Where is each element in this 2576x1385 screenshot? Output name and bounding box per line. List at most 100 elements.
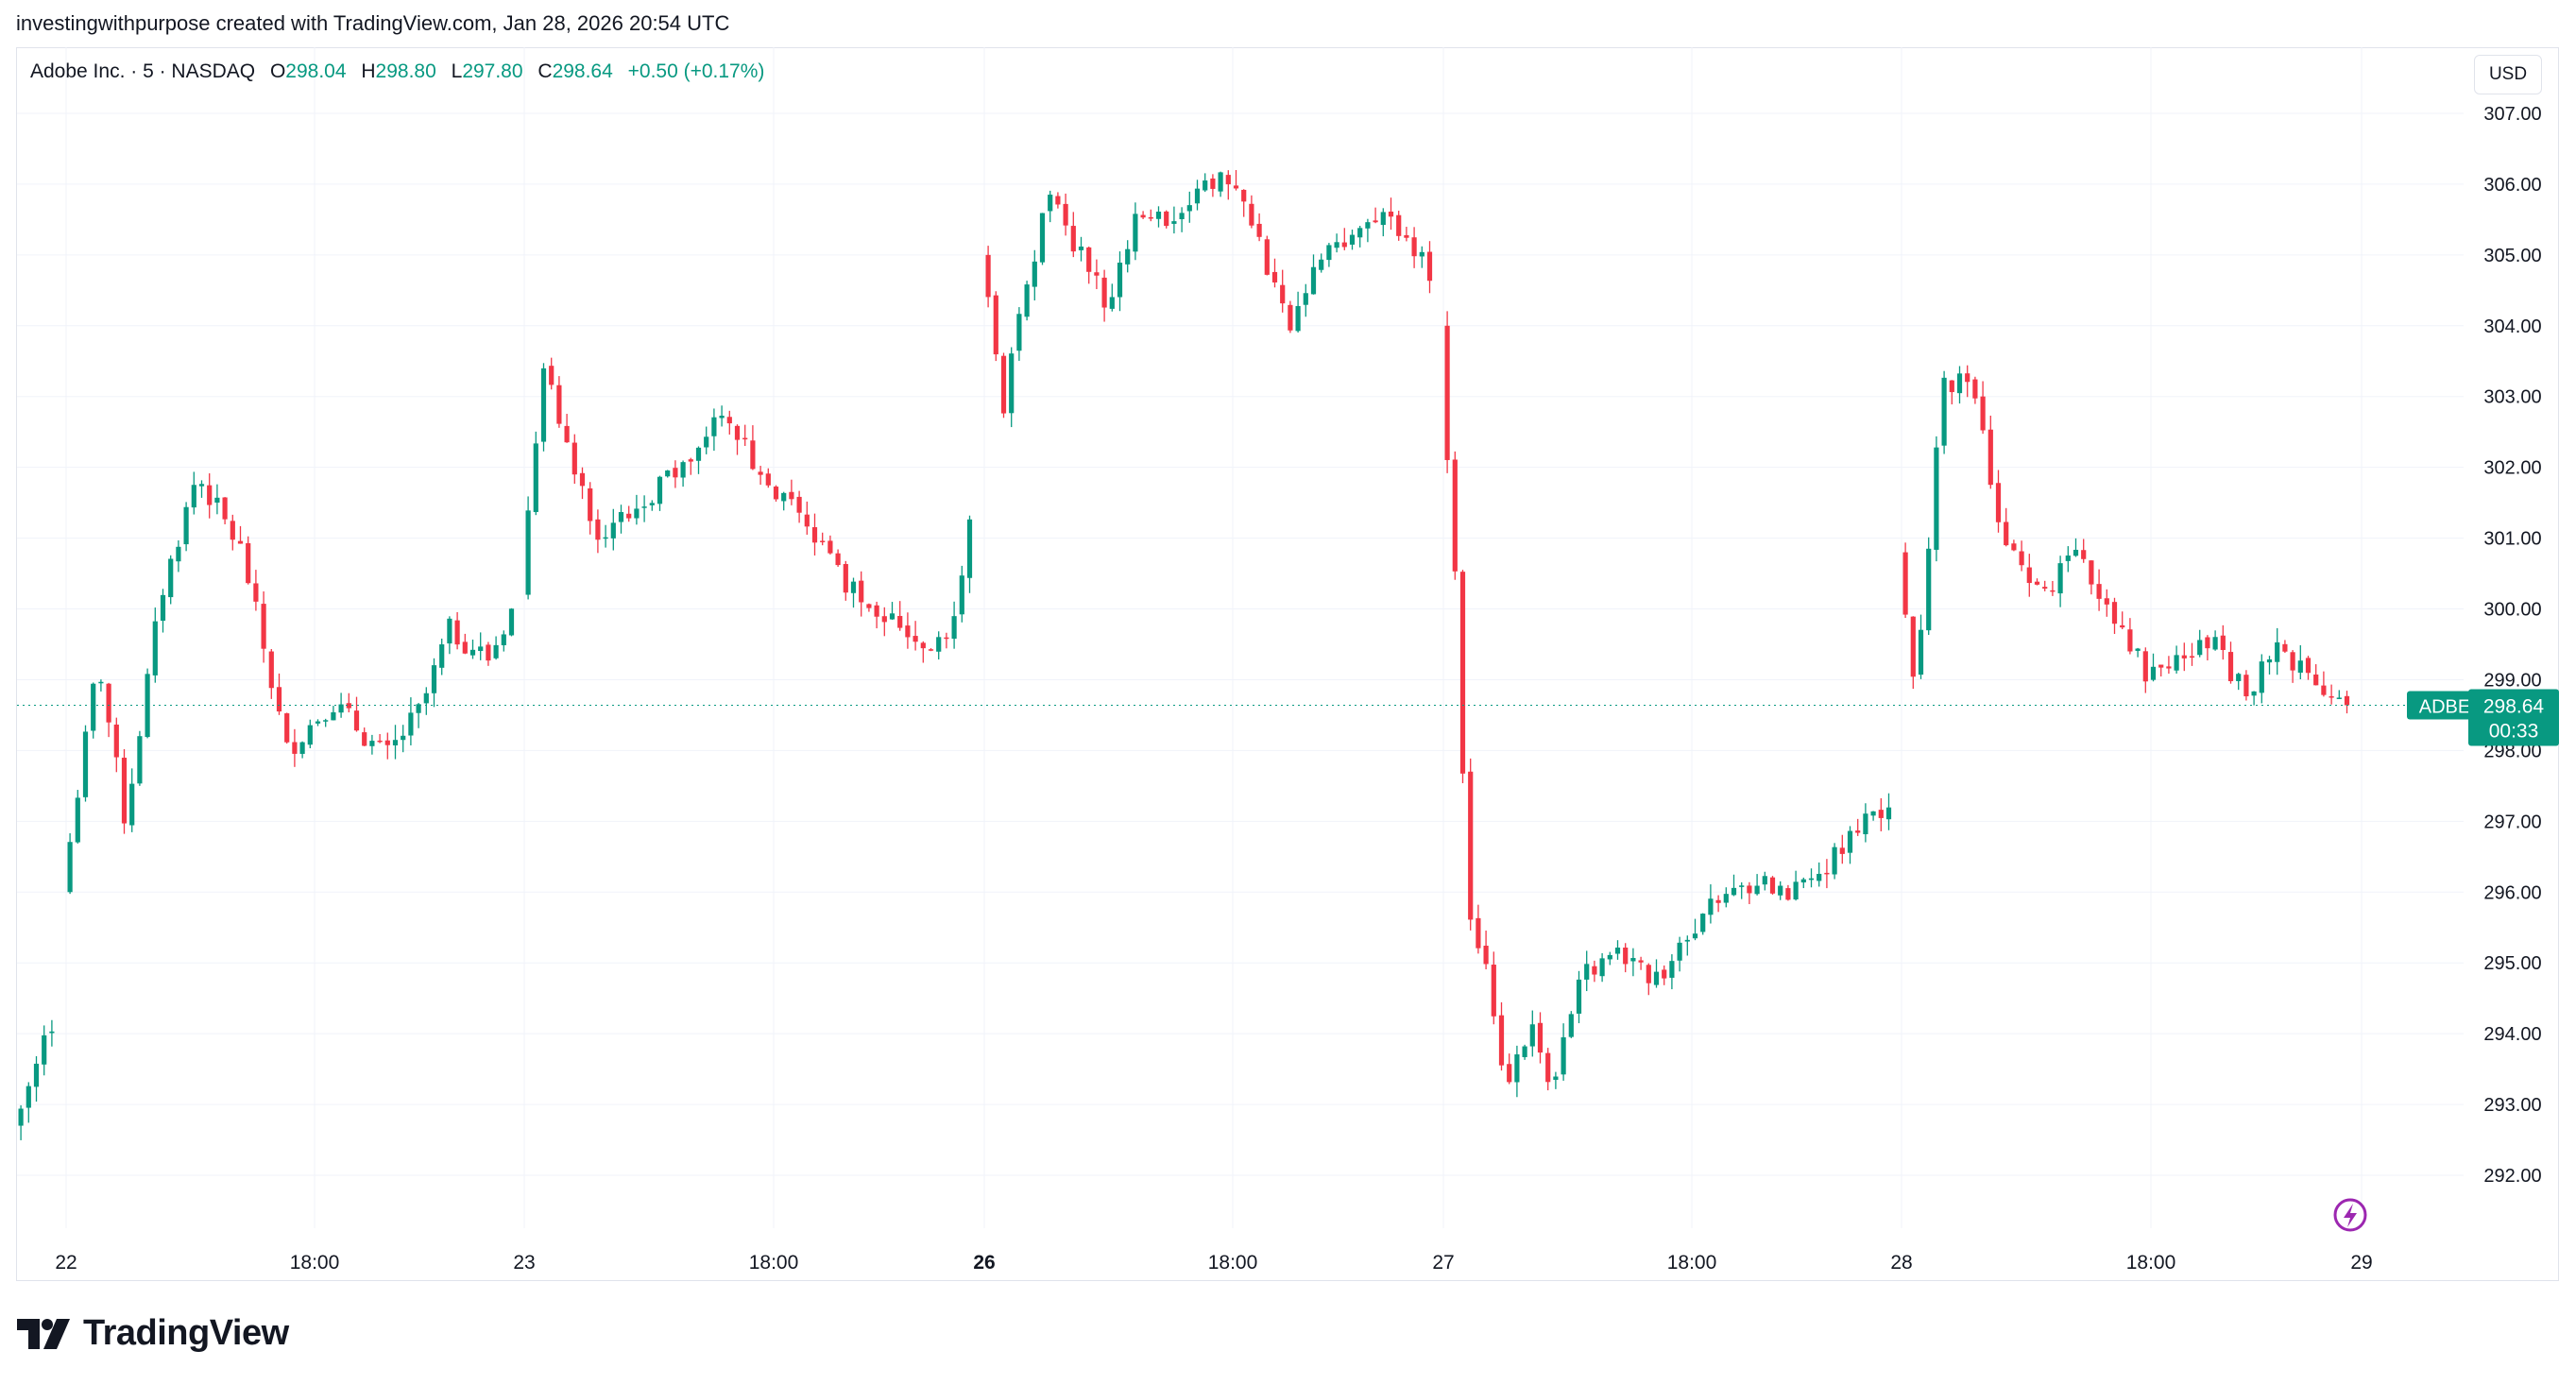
x-tick-label: 23 <box>513 1252 535 1274</box>
candle-body <box>1194 188 1201 204</box>
candle-body <box>835 553 841 566</box>
candle-body <box>369 741 375 746</box>
candle-body <box>610 522 616 539</box>
candle-body <box>1677 942 1682 961</box>
candle-body <box>2089 560 2094 585</box>
candle-body <box>1101 277 1107 308</box>
candle-body <box>1039 213 1046 263</box>
candle-body <box>2158 664 2164 668</box>
tradingview-brand[interactable]: TradingView <box>17 1313 289 1354</box>
candle-body <box>1965 373 1970 383</box>
candle-body <box>2313 674 2319 686</box>
candle-body <box>1839 847 1845 854</box>
candle-body <box>2282 643 2288 652</box>
candle-body <box>113 724 119 758</box>
candle-body <box>2290 652 2295 671</box>
candle-body <box>1070 226 1076 252</box>
candle-body <box>1491 965 1496 1017</box>
candle-body <box>804 514 810 527</box>
currency-button[interactable]: USD <box>2474 55 2542 94</box>
change-value: +0.50 (+0.17%) <box>627 60 765 82</box>
candle-body <box>1754 885 1760 895</box>
candle-body <box>1498 1015 1505 1066</box>
candle-body <box>2259 661 2264 693</box>
y-tick-label: 293.00 <box>2483 1095 2541 1116</box>
candle-body <box>353 710 360 731</box>
candle-body <box>2142 651 2148 682</box>
candle-body <box>811 527 818 543</box>
candle-body <box>588 487 593 522</box>
candle-body <box>1225 175 1231 185</box>
candle-body <box>362 732 367 746</box>
candle-body <box>897 615 903 628</box>
candle-body <box>2120 624 2125 628</box>
candle-body <box>579 472 586 487</box>
candle-body <box>843 564 848 593</box>
y-tick-label: 303.00 <box>2483 387 2541 408</box>
candle-body <box>905 625 911 638</box>
candle-body <box>307 725 313 745</box>
candle-body <box>486 644 491 661</box>
candle-body <box>1662 969 1667 979</box>
candle-body <box>711 417 717 436</box>
low-value: 297.80 <box>462 60 523 82</box>
candle-body <box>2297 660 2303 674</box>
candle-body <box>1793 881 1799 900</box>
candle-body <box>1233 185 1239 189</box>
candle-body <box>2227 652 2234 681</box>
candle-body <box>665 470 671 477</box>
candle-body <box>2127 629 2133 652</box>
candle-body <box>1918 629 1924 675</box>
candle-body <box>2212 637 2218 650</box>
candle-body <box>1692 933 1698 939</box>
candle-body <box>1055 196 1061 205</box>
candle-body <box>384 740 390 745</box>
chart-candles <box>17 170 2407 1140</box>
candle-body <box>2181 655 2187 658</box>
candle-body <box>1109 297 1115 309</box>
ticker-tag-box <box>2407 691 2482 720</box>
candle-body <box>1949 380 1954 393</box>
candle-body <box>1009 353 1015 414</box>
candle-body <box>928 649 934 651</box>
candle-body <box>1155 212 1162 219</box>
x-tick-label: 26 <box>973 1252 995 1274</box>
x-tick-label: 27 <box>1432 1252 1454 1274</box>
lightning-marker-icon[interactable] <box>2333 1198 2367 1232</box>
last-price-tag: ADBE 298.64 00:33 <box>2407 689 2559 746</box>
candle-body <box>1164 211 1169 227</box>
candle-body <box>649 503 655 505</box>
candle-body <box>603 537 608 539</box>
candle-body <box>1295 305 1301 332</box>
candle-body <box>719 415 725 419</box>
chart-pane[interactable] <box>16 47 2559 1281</box>
candle-body <box>1769 877 1776 894</box>
candle-body <box>626 513 632 519</box>
symbol-title[interactable]: Adobe Inc. · 5 · NASDAQ <box>30 60 256 82</box>
candle-body <box>540 368 547 442</box>
candle-body <box>1210 178 1216 189</box>
candle-body <box>2019 551 2024 566</box>
low-label: L <box>451 60 463 82</box>
candle-body <box>246 543 251 584</box>
candle-body <box>423 692 429 704</box>
candle-body <box>323 720 329 722</box>
candle-body <box>2321 685 2327 695</box>
y-tick-label: 305.00 <box>2483 246 2541 266</box>
y-tick-label: 295.00 <box>2483 953 2541 974</box>
candle-body <box>920 642 926 649</box>
candle-body <box>789 491 794 500</box>
candle-body <box>2104 598 2109 605</box>
candle-body <box>1739 885 1745 887</box>
candle-body <box>1140 214 1146 218</box>
candle-body <box>478 646 484 652</box>
candle-body <box>657 476 663 504</box>
candle-body <box>1419 251 1424 257</box>
candle-body <box>2150 666 2157 680</box>
candle-body <box>944 637 949 640</box>
candle-body <box>1545 1052 1551 1083</box>
candle-body <box>222 497 228 520</box>
candle-body <box>1303 293 1308 305</box>
candle-body <box>1715 899 1721 903</box>
